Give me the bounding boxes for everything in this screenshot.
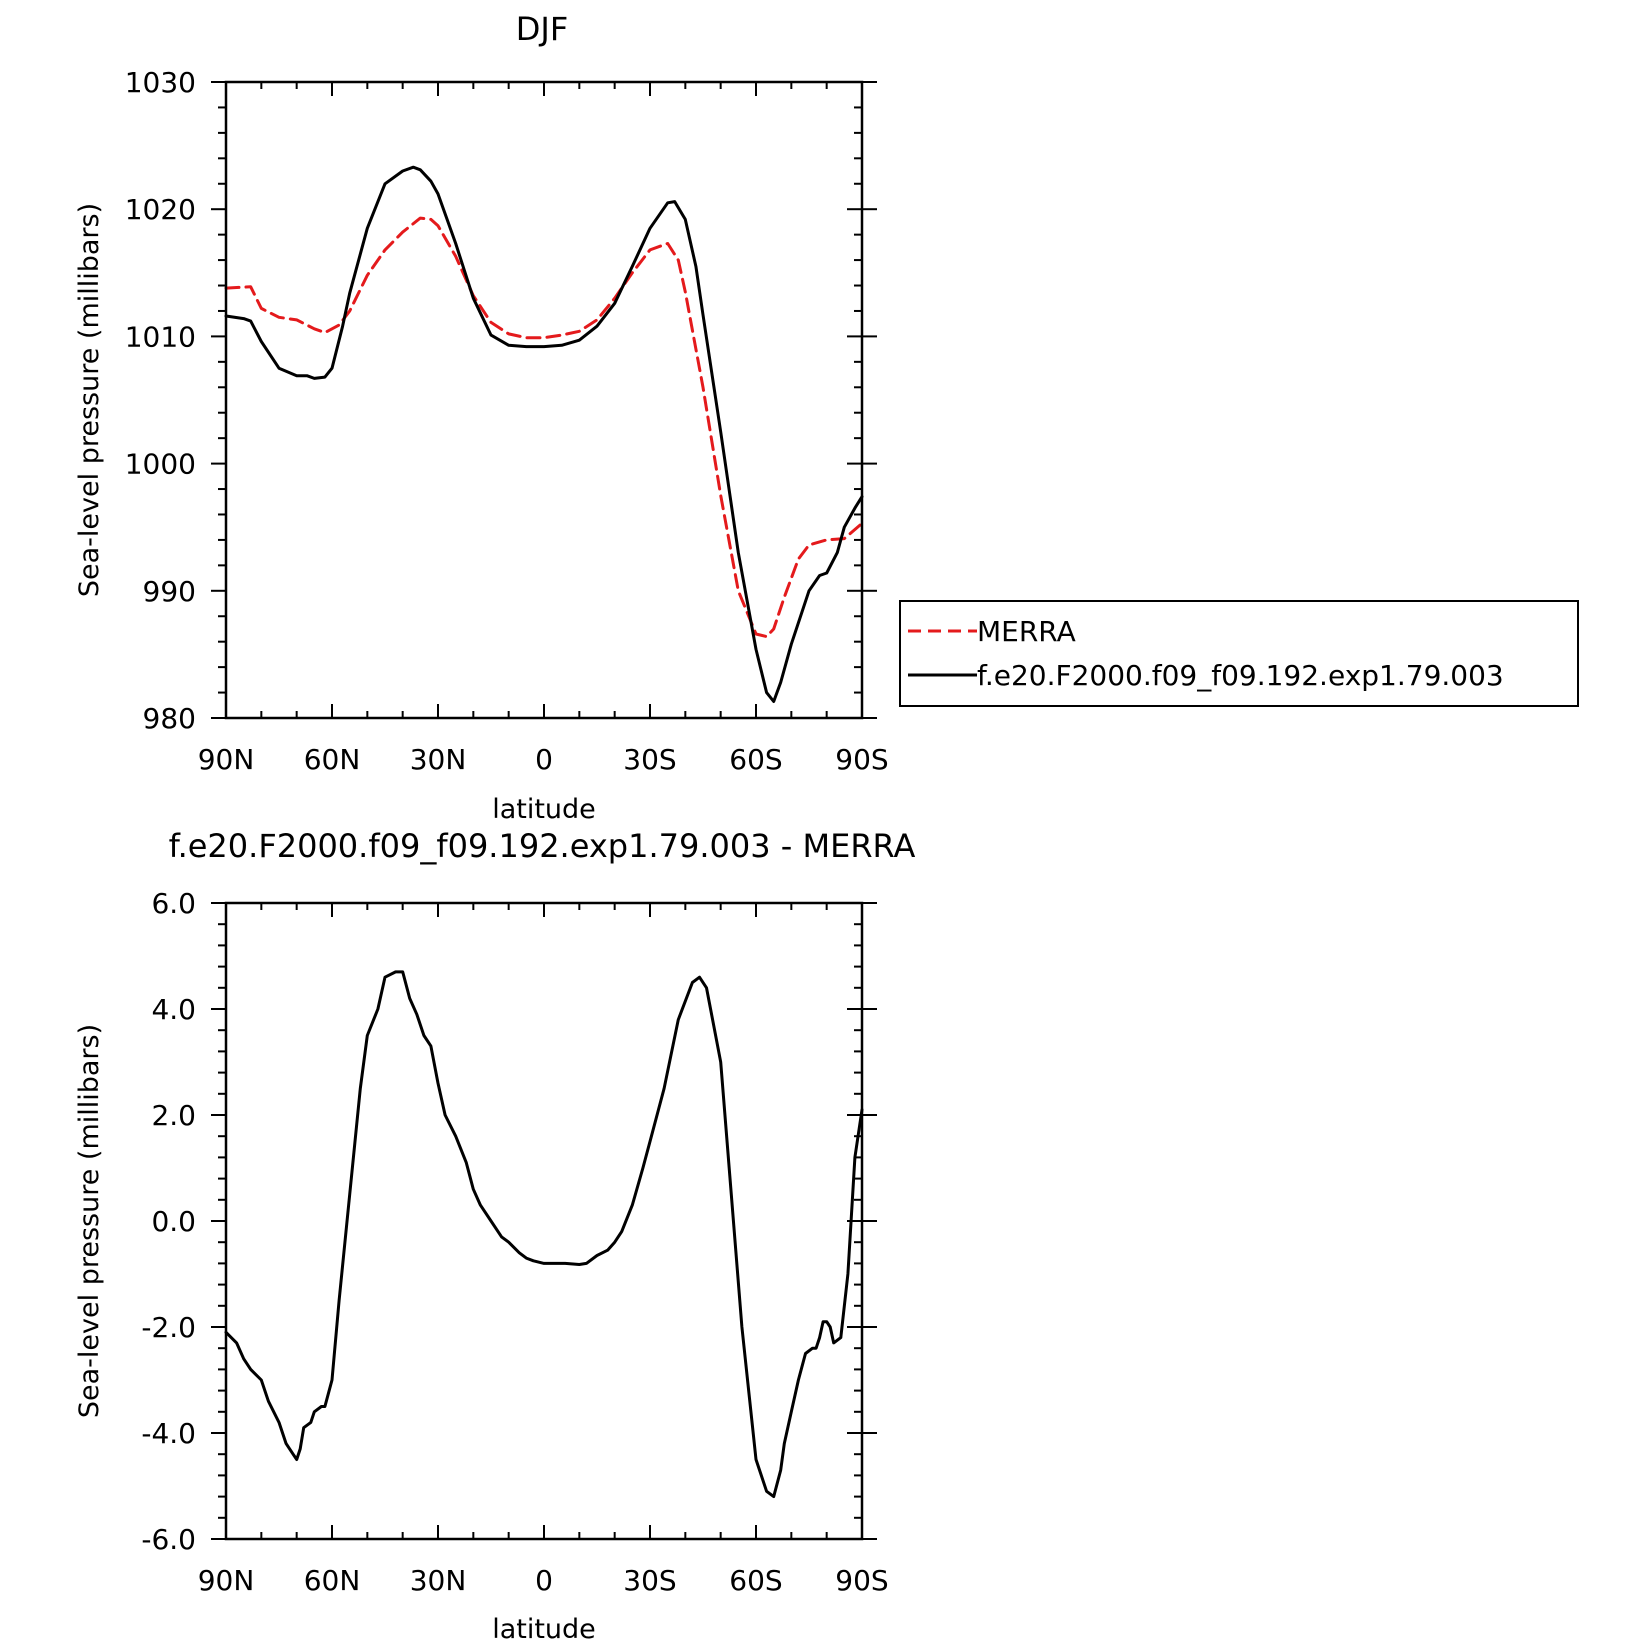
y-tick-label: 980 xyxy=(143,702,196,735)
x-tick-label: 30S xyxy=(623,743,676,776)
tick-labels: 90N 60N 30N 0 30S 60S 90S 980 990 1000 1010 1020 103… xyxy=(125,66,889,776)
y-tick-label: 2.0 xyxy=(151,1099,196,1132)
y-tick-label: 6.0 xyxy=(151,887,196,920)
y-tick-label: 990 xyxy=(143,575,196,608)
x-tick-label: 30N xyxy=(410,743,467,776)
y-axis-title: Sea-level pressure (millibars) xyxy=(74,1024,105,1418)
x-tick-label: 60S xyxy=(729,1564,782,1597)
y-axis-title: Sea-level pressure (millibars) xyxy=(74,203,105,597)
series-line-0 xyxy=(224,970,864,1499)
series-lines xyxy=(224,165,864,703)
x-tick-label: 0 xyxy=(535,1564,553,1597)
chart-difference: f.e20.F2000.f09_f09.192.exp1.79.003 - ME… xyxy=(74,827,915,1641)
x-tick-label: 90S xyxy=(835,743,888,776)
x-tick-label: 90N xyxy=(198,743,255,776)
y-tick-label: -6.0 xyxy=(141,1523,196,1556)
y-tick-label: 1030 xyxy=(125,66,196,99)
chart-title: DJF xyxy=(516,10,568,48)
y-tick-label: 1020 xyxy=(125,193,196,226)
x-tick-label: 0 xyxy=(535,743,553,776)
x-tick-label: 30N xyxy=(410,1564,467,1597)
x-tick-label: 90S xyxy=(835,1564,888,1597)
y-tick-label: 0.0 xyxy=(151,1205,196,1238)
series-lines xyxy=(224,970,864,1499)
x-axis-title: latitude xyxy=(492,1614,596,1641)
y-tick-label: 1000 xyxy=(125,448,196,481)
tick-labels: 90N 60N 30N 0 30S 60S 90S -6.0 -4.0 -2.0 0.0 2.0 4.0… xyxy=(141,887,888,1597)
y-tick-label: 1010 xyxy=(125,320,196,353)
series-line-0 xyxy=(224,216,864,639)
x-tick-label: 60N xyxy=(304,1564,361,1597)
chart-djf: DJF 90N 60N 30N 0 30S 60S 90S 980 990 1000 1010 102… xyxy=(74,10,1579,825)
legend: MERRA f.e20.F2000.f09_f09.192.exp1.79.00… xyxy=(899,600,1579,707)
x-tick-label: 60N xyxy=(304,743,361,776)
y-tick-label: 4.0 xyxy=(151,993,196,1026)
x-tick-label: 90N xyxy=(198,1564,255,1597)
x-tick-label: 30S xyxy=(623,1564,676,1597)
y-tick-label: -4.0 xyxy=(141,1417,196,1450)
chart-title: f.e20.F2000.f09_f09.192.exp1.79.003 - ME… xyxy=(169,827,916,865)
legend-label-merra: MERRA xyxy=(977,615,1076,648)
legend-box xyxy=(899,600,1579,707)
x-tick-label: 60S xyxy=(729,743,782,776)
x-axis-title: latitude xyxy=(492,794,596,825)
series-line-1 xyxy=(224,165,864,703)
legend-label-model: f.e20.F2000.f09_f09.192.exp1.79.003 xyxy=(977,659,1504,692)
plot-frame xyxy=(224,901,864,1541)
plot-frame xyxy=(224,80,864,720)
y-tick-label: -2.0 xyxy=(141,1311,196,1344)
axis-ticks xyxy=(211,902,877,1540)
